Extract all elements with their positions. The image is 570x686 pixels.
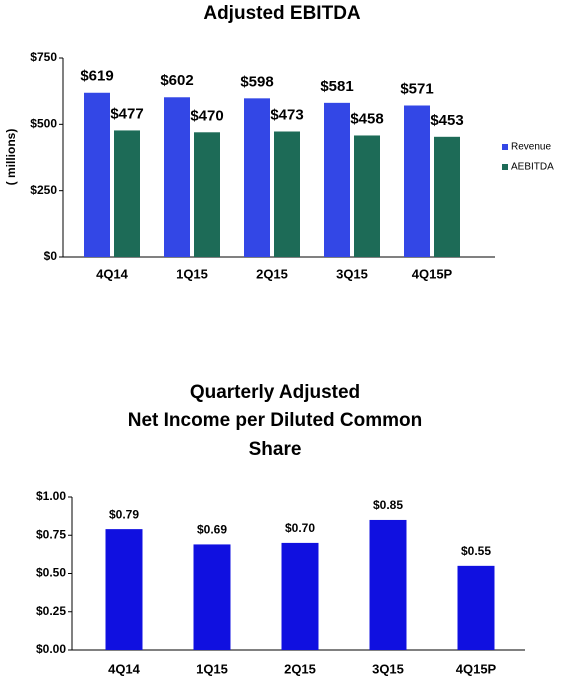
y-tick-label: $0.25 xyxy=(36,604,66,618)
bar xyxy=(324,102,350,257)
x-tick-label: 2Q15 xyxy=(256,266,288,281)
legend-label: AEBITDA xyxy=(511,162,554,173)
x-tick-label: 3Q15 xyxy=(372,661,404,676)
x-tick-label: 1Q15 xyxy=(196,661,228,676)
x-tick-label: 4Q14 xyxy=(96,266,129,281)
x-tick-label: 4Q15P xyxy=(412,266,453,281)
x-tick-label: 2Q15 xyxy=(284,661,316,676)
legend-swatch xyxy=(502,164,508,170)
value-label: $0.55 xyxy=(461,544,491,558)
bar xyxy=(369,519,407,650)
bar xyxy=(457,565,495,650)
chart-title-line: Share xyxy=(249,439,302,460)
value-label: $470 xyxy=(190,107,223,124)
y-tick-label: $750 xyxy=(30,50,57,64)
value-label: $0.79 xyxy=(109,507,139,521)
y-tick-label: $0.50 xyxy=(36,566,66,580)
y-tick-label: $500 xyxy=(30,117,57,131)
x-tick-label: 3Q15 xyxy=(336,266,368,281)
y-axis-label: ( millions) xyxy=(4,129,18,186)
value-label: $619 xyxy=(80,68,113,85)
bar xyxy=(194,132,220,257)
bar xyxy=(404,105,430,258)
value-label: $473 xyxy=(270,106,303,123)
value-label: $571 xyxy=(400,80,433,97)
x-tick-label: 1Q15 xyxy=(176,266,208,281)
bar xyxy=(114,130,140,257)
bar xyxy=(244,98,270,258)
bar xyxy=(434,136,460,257)
bar xyxy=(274,131,300,257)
y-tick-label: $250 xyxy=(30,183,57,197)
x-tick-label: 4Q15P xyxy=(456,661,497,676)
bar xyxy=(84,92,110,257)
bar xyxy=(281,542,319,650)
legend-label: Revenue xyxy=(511,142,551,153)
value-label: $453 xyxy=(430,112,463,129)
bar xyxy=(164,97,190,257)
x-tick-label: 4Q14 xyxy=(108,661,141,676)
value-label: $0.70 xyxy=(285,521,315,535)
value-label: $0.85 xyxy=(373,498,403,512)
legend-swatch xyxy=(502,144,508,150)
y-tick-label: $0.75 xyxy=(36,527,66,541)
chart-title-line: Net Income per Diluted Common xyxy=(128,410,423,431)
value-label: $602 xyxy=(160,72,193,89)
value-label: $598 xyxy=(240,73,273,90)
y-tick-label: $0 xyxy=(44,249,58,263)
value-label: $0.69 xyxy=(197,523,227,537)
value-label: $581 xyxy=(320,78,353,95)
bar xyxy=(105,529,143,650)
chart-title-line: Quarterly Adjusted xyxy=(190,382,360,403)
bar xyxy=(354,135,380,257)
y-tick-label: $0.00 xyxy=(36,642,66,656)
y-tick-label: $1.00 xyxy=(36,489,66,503)
value-label: $477 xyxy=(110,105,143,122)
value-label: $458 xyxy=(350,110,383,127)
chart-title: Adjusted EBITDA xyxy=(203,3,361,24)
bar xyxy=(193,544,231,650)
